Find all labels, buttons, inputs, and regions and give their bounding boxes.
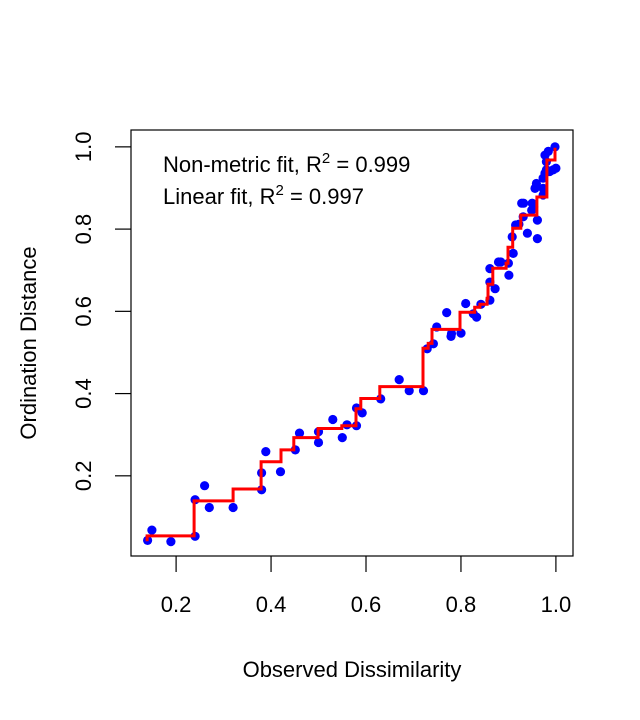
data-point	[337, 433, 347, 443]
data-point	[461, 298, 471, 309]
data-point	[530, 183, 540, 193]
data-point	[275, 467, 286, 477]
data-point	[504, 270, 514, 280]
data-point	[551, 163, 561, 173]
data-point	[328, 414, 338, 425]
data-point	[294, 428, 305, 438]
y-axis: 0.2 0.4 0.6 0.8 1.0	[71, 132, 131, 492]
annotation-linear-prefix: Linear fit, R	[163, 184, 276, 209]
annotation-nonmetric-sup: 2	[322, 150, 330, 167]
data-point	[496, 257, 506, 267]
data-point	[508, 248, 518, 258]
y-tick-label: 1.0	[71, 132, 96, 163]
annotation-nonmetric-suffix: = 0.999	[330, 152, 410, 177]
data-point	[404, 386, 414, 396]
x-tick-label: 0.6	[351, 592, 382, 617]
data-point	[357, 408, 367, 418]
y-tick-label: 0.4	[71, 378, 96, 409]
data-point	[313, 437, 324, 448]
data-point	[532, 215, 543, 225]
x-tick-label: 1.0	[541, 592, 572, 617]
data-point	[418, 386, 429, 396]
data-point	[543, 146, 553, 156]
y-tick-label: 0.6	[71, 296, 96, 327]
y-tick-label: 0.2	[71, 461, 96, 492]
annotation-linear-suffix: = 0.997	[284, 184, 364, 209]
data-point	[394, 375, 404, 385]
data-point	[519, 198, 529, 208]
x-axis: 0.2 0.4 0.6 0.8 1.0	[161, 556, 571, 617]
x-tick-label: 0.8	[446, 592, 477, 617]
data-point	[228, 502, 238, 513]
data-point	[550, 142, 560, 152]
data-point	[472, 312, 482, 322]
data-point	[522, 228, 533, 238]
step-fit-line	[145, 147, 557, 542]
data-point	[490, 284, 500, 294]
annotation-linear-fit: Linear fit, R2 = 0.997	[163, 182, 364, 209]
data-point	[204, 502, 214, 513]
step-fit-line-group	[145, 147, 557, 542]
x-tick-label: 0.2	[161, 592, 192, 617]
data-point	[200, 481, 210, 491]
data-point	[147, 525, 157, 535]
annotation-nonmetric-fit: Non-metric fit, R2 = 0.999	[163, 150, 410, 177]
annotation-nonmetric-prefix: Non-metric fit, R	[163, 152, 322, 177]
data-point	[166, 537, 176, 547]
x-axis-label: Observed Dissimilarity	[243, 657, 462, 682]
data-point	[442, 308, 452, 318]
data-point	[261, 447, 271, 457]
y-axis-label: Ordination Distance	[16, 246, 41, 439]
plot-frame	[130, 129, 574, 557]
data-point	[532, 234, 543, 244]
y-tick-label: 0.8	[71, 214, 96, 245]
annotation-linear-sup: 2	[276, 182, 284, 199]
x-tick-label: 0.4	[256, 592, 287, 617]
data-point	[446, 328, 457, 339]
